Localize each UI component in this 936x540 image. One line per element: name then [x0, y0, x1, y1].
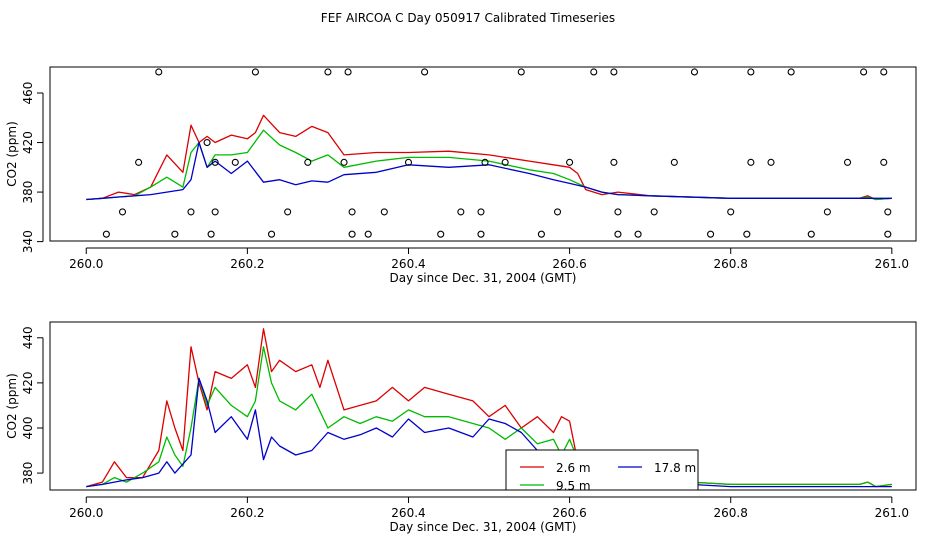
- y-axis-label: CO2 (ppm): [5, 373, 19, 439]
- data-point-marker: [650, 208, 658, 216]
- data-point-marker: [324, 68, 332, 76]
- y-tick-label: 340: [21, 230, 35, 253]
- data-point-marker: [884, 230, 892, 238]
- data-point-marker: [304, 158, 312, 166]
- data-point-marker: [155, 68, 163, 76]
- plot-frame: [49, 66, 917, 242]
- data-point-marker: [690, 68, 699, 76]
- series-line-2-6-m: [86, 328, 892, 488]
- data-point-marker: [118, 208, 127, 216]
- data-point-marker: [102, 230, 110, 238]
- data-point-marker: [566, 158, 574, 166]
- data-point-marker: [517, 68, 525, 76]
- data-point-marker: [590, 68, 598, 76]
- data-point-marker: [171, 230, 179, 238]
- top-panel: 260.0 260.2 260.4 260.6 260.8 261.0 Day since …: [5, 66, 917, 285]
- series-line-17-8-m: [86, 141, 892, 201]
- data-point-marker: [404, 158, 413, 166]
- data-point-marker: [348, 230, 356, 238]
- y-tick-label: 420: [21, 131, 35, 154]
- data-point-marker: [860, 68, 868, 76]
- data-point-marker: [501, 158, 509, 166]
- x-tick-label: 260.4: [391, 257, 425, 271]
- legend-label: 2.6 m: [556, 461, 591, 475]
- data-point-marker: [284, 208, 292, 216]
- data-point-marker: [340, 158, 348, 166]
- x-tick-label: 260.0: [69, 257, 103, 271]
- data-point-marker: [211, 208, 219, 216]
- figure-title: FEF AIRCOA C Day 050917 Calibrated Times…: [321, 11, 615, 25]
- y-tick-label: 440: [21, 326, 35, 349]
- x-tick-label: 260.4: [391, 506, 425, 520]
- data-point-marker: [348, 208, 356, 216]
- data-point-marker: [767, 158, 775, 166]
- data-point-marker: [344, 68, 352, 76]
- data-point-marker: [477, 208, 485, 216]
- data-point-marker: [537, 230, 545, 238]
- x-tick-label: 260.6: [552, 257, 586, 271]
- data-point-marker: [880, 158, 888, 166]
- data-point-marker: [670, 158, 678, 166]
- data-point-marker: [807, 230, 815, 238]
- legend: 2.6 m 17.8 m 9.5 m: [505, 449, 699, 493]
- data-point-marker: [884, 208, 892, 216]
- data-point-marker: [880, 68, 888, 76]
- legend-label: 17.8 m: [654, 461, 696, 475]
- data-point-marker: [747, 68, 755, 76]
- data-point-marker: [135, 158, 143, 166]
- data-point-marker: [457, 208, 465, 216]
- data-point-marker: [437, 230, 445, 238]
- data-point-marker: [553, 208, 562, 216]
- data-point-marker: [207, 230, 215, 238]
- y-axis-label: CO2 (ppm): [5, 121, 19, 187]
- legend-box: [505, 449, 699, 491]
- data-point-marker: [267, 230, 276, 238]
- x-tick-label: 261.0: [875, 506, 909, 520]
- data-point-marker: [481, 158, 489, 166]
- y-tick-label: 380: [21, 181, 35, 204]
- x-tick-label: 261.0: [875, 257, 909, 271]
- data-point-marker: [477, 230, 485, 238]
- x-tick-label: 260.6: [552, 506, 586, 520]
- data-point-marker: [231, 158, 239, 166]
- x-tick-label: 260.2: [230, 257, 264, 271]
- data-point-marker: [614, 208, 622, 216]
- series-line-17-8-m: [86, 377, 892, 488]
- x-tick-label: 260.8: [714, 257, 748, 271]
- x-axis-label: Day since Dec. 31, 2004 (GMT): [390, 271, 577, 285]
- x-axis-label: Day since Dec. 31, 2004 (GMT): [390, 520, 577, 534]
- x-tick-label: 260.8: [714, 506, 748, 520]
- x-tick-label: 260.2: [230, 506, 264, 520]
- data-point-marker: [380, 208, 388, 216]
- data-point-marker: [614, 230, 622, 238]
- data-point-marker: [421, 68, 429, 76]
- data-point-marker: [187, 208, 195, 216]
- data-point-marker: [634, 230, 642, 238]
- data-point-marker: [610, 158, 618, 166]
- plot-frame: [49, 321, 917, 491]
- data-point-marker: [743, 230, 751, 238]
- data-point-marker: [251, 68, 259, 76]
- data-point-marker: [364, 230, 372, 238]
- y-tick-label: 420: [21, 371, 35, 394]
- bottom-panel: 260.0 260.2 260.4 260.6 260.8 261.0 Day since …: [5, 321, 917, 534]
- legend-label: 9.5 m: [556, 479, 591, 493]
- data-point-marker: [747, 158, 755, 166]
- series-line-2-6-m: [86, 114, 892, 201]
- data-point-marker: [203, 138, 211, 147]
- data-point-marker: [211, 158, 219, 166]
- data-point-marker: [610, 68, 618, 76]
- y-tick-label: 460: [21, 82, 35, 105]
- data-point-marker: [823, 208, 831, 216]
- data-point-marker: [843, 158, 852, 166]
- y-tick-label: 380: [21, 462, 35, 485]
- x-tick-label: 260.0: [69, 506, 103, 520]
- data-point-marker: [707, 230, 715, 238]
- y-tick-label: 400: [21, 417, 35, 440]
- data-point-marker: [787, 68, 795, 76]
- data-point-marker: [727, 208, 735, 216]
